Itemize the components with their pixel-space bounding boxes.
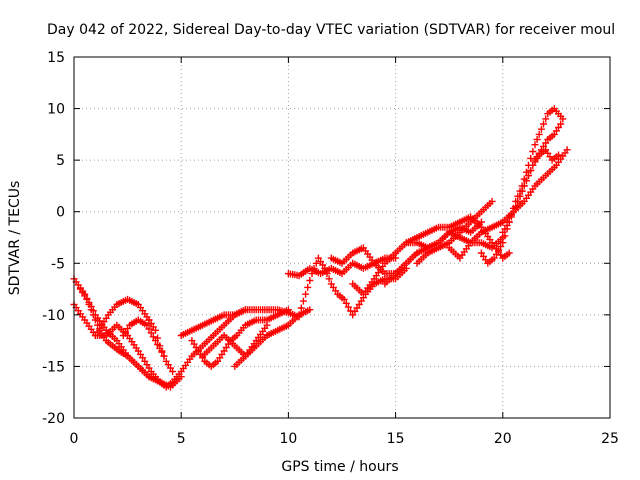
series-track-b (70, 301, 185, 391)
plus-markers (381, 228, 507, 288)
series-track-c (76, 285, 164, 386)
chart-title: Day 042 of 2022, Sidereal Day-to-day VTE… (47, 22, 615, 38)
y-tick-label: -5 (51, 256, 65, 272)
plus-markers (76, 285, 164, 386)
x-tick-label: 20 (494, 431, 512, 447)
x-axis-label: GPS time / hours (281, 459, 398, 475)
y-tick-label: -20 (42, 411, 65, 427)
data-points (70, 105, 571, 391)
plus-markers (70, 301, 185, 391)
plus-markers (510, 146, 562, 216)
axis-ticks (73, 56, 611, 419)
y-axis-label: SDTVAR / TECUs (7, 181, 23, 296)
series-track-t (499, 120, 565, 236)
series-track-l (295, 254, 410, 319)
y-tick-label: 10 (47, 102, 65, 118)
series-track-d (91, 295, 153, 339)
y-tick-label: 15 (47, 50, 65, 66)
plus-markers (295, 254, 410, 319)
plus-markers (231, 306, 314, 370)
y-tick-label: 5 (56, 153, 65, 169)
series-track-o (381, 228, 507, 288)
x-tick-labels: 0 5 10 15 20 25 (70, 431, 619, 447)
grid-lines (74, 57, 610, 418)
plus-markers (145, 316, 177, 376)
plot-area-border (73, 56, 611, 419)
x-tick-label: 15 (387, 431, 405, 447)
y-tick-labels: -20 -15 -10 -5 0 5 10 15 (42, 50, 65, 427)
series-track-f (145, 316, 177, 376)
x-tick-label: 0 (70, 431, 79, 447)
x-tick-label: 10 (279, 431, 297, 447)
plus-markers (413, 197, 496, 267)
series-track-u (510, 146, 562, 216)
y-tick-label: 0 (56, 205, 65, 221)
y-tick-label: -15 (42, 359, 65, 375)
x-tick-label: 5 (177, 431, 186, 447)
y-tick-label: -10 (42, 308, 65, 324)
plus-markers (499, 120, 565, 236)
plus-markers (91, 295, 153, 339)
series-track-j (231, 306, 314, 370)
series-track-q (413, 197, 496, 267)
x-tick-label: 25 (601, 431, 619, 447)
